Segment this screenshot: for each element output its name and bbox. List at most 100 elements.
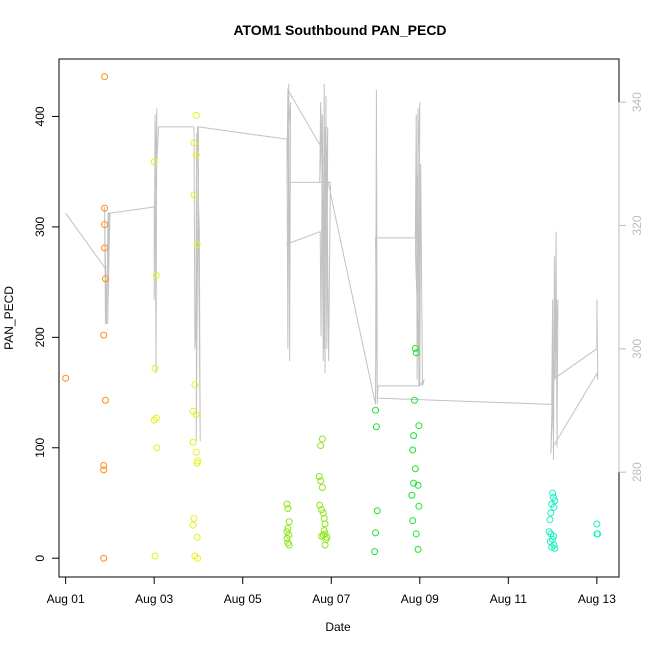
data-point <box>151 552 159 560</box>
data-point <box>100 461 108 469</box>
data-point <box>153 444 161 452</box>
y-axis-label: PAN_PECD <box>2 286 16 350</box>
data-point <box>317 477 325 485</box>
data-point <box>285 541 293 549</box>
data-point <box>594 530 602 538</box>
data-point <box>152 414 160 422</box>
data-point <box>321 520 329 528</box>
data-point <box>189 438 197 446</box>
data-point <box>412 349 420 357</box>
data-point <box>190 191 198 199</box>
data-point <box>545 528 553 536</box>
data-point <box>316 501 324 509</box>
data-point <box>190 139 198 147</box>
data-point <box>551 544 559 552</box>
y-tick-label: 300 <box>33 217 47 237</box>
data-point <box>318 506 326 514</box>
data-point <box>192 448 200 456</box>
data-point <box>193 241 201 249</box>
data-point <box>414 545 422 553</box>
plot-frame <box>58 58 620 578</box>
data-point <box>547 509 555 517</box>
data-point <box>189 521 197 529</box>
data-point <box>318 532 326 540</box>
data-point <box>411 344 419 352</box>
data-point <box>320 514 328 522</box>
x-tick-label: Aug 09 <box>401 592 439 606</box>
x-tick-label: Aug 01 <box>47 592 85 606</box>
x-tick-label: Aug 03 <box>135 592 173 606</box>
data-point <box>101 204 109 212</box>
data-point <box>549 493 557 501</box>
data-point <box>194 554 202 562</box>
data-point <box>100 466 108 474</box>
data-point <box>414 481 422 489</box>
y2-tick-label: 280 <box>630 462 644 482</box>
data-point <box>409 517 417 525</box>
secondary-line <box>65 83 599 460</box>
data-point <box>412 530 420 538</box>
data-point <box>409 446 417 454</box>
data-point <box>192 411 200 419</box>
y-tick-label: 100 <box>33 437 47 457</box>
data-point <box>410 396 418 404</box>
data-point <box>284 505 292 513</box>
data-point <box>193 459 201 467</box>
y2-tick-label: 320 <box>630 215 644 235</box>
y2-tick-label: 300 <box>630 339 644 359</box>
data-point <box>372 423 380 431</box>
data-point <box>192 151 200 159</box>
data-point <box>549 489 557 497</box>
data-point <box>62 374 70 382</box>
x-tick-label: Aug 13 <box>578 592 616 606</box>
scatter-points-layer <box>62 73 602 562</box>
chart-title: ATOM1 Southbound PAN_PECD <box>233 22 446 38</box>
secondary-line-layer <box>65 83 599 460</box>
y-axis: 0 100 200 300 400 <box>33 106 60 562</box>
data-point <box>315 472 323 480</box>
data-point <box>101 221 109 229</box>
data-point <box>100 331 108 339</box>
x-tick-label: Aug 11 <box>490 592 527 606</box>
data-point <box>191 381 199 389</box>
x-axis: Aug 01 Aug 03 Aug 05 Aug 07 Aug 09 Aug 11 Aug … <box>47 576 616 606</box>
y2-tick-label: 340 <box>630 92 644 112</box>
data-point <box>415 502 423 510</box>
data-point <box>192 111 200 119</box>
data-point <box>318 484 326 492</box>
data-point <box>593 520 601 528</box>
data-point <box>284 524 292 532</box>
data-point <box>318 435 326 443</box>
data-point <box>150 416 158 424</box>
data-point <box>285 531 293 539</box>
data-point <box>546 516 554 524</box>
data-point <box>550 503 558 511</box>
data-point <box>101 73 109 81</box>
data-point <box>372 529 380 537</box>
data-point <box>151 364 159 372</box>
data-point <box>320 527 328 535</box>
data-point <box>550 541 558 549</box>
data-point <box>150 158 158 166</box>
data-point <box>408 491 416 499</box>
data-point <box>415 422 423 430</box>
data-point <box>372 406 380 414</box>
data-point <box>321 541 329 549</box>
data-point <box>100 554 108 562</box>
data-point <box>548 543 556 551</box>
secondary-y-axis: 280 300 320 340 <box>618 92 644 482</box>
data-point <box>410 432 418 440</box>
data-point <box>283 534 291 542</box>
data-point <box>190 514 198 522</box>
data-point <box>283 528 291 536</box>
data-point <box>373 507 381 515</box>
data-point <box>101 244 109 252</box>
data-point <box>549 532 557 540</box>
data-point <box>285 518 293 526</box>
data-point <box>101 275 109 283</box>
x-axis-label: Date <box>325 620 351 634</box>
data-point <box>317 442 325 450</box>
data-point <box>283 500 291 508</box>
data-point <box>371 548 379 556</box>
y-tick-label: 400 <box>33 106 47 126</box>
